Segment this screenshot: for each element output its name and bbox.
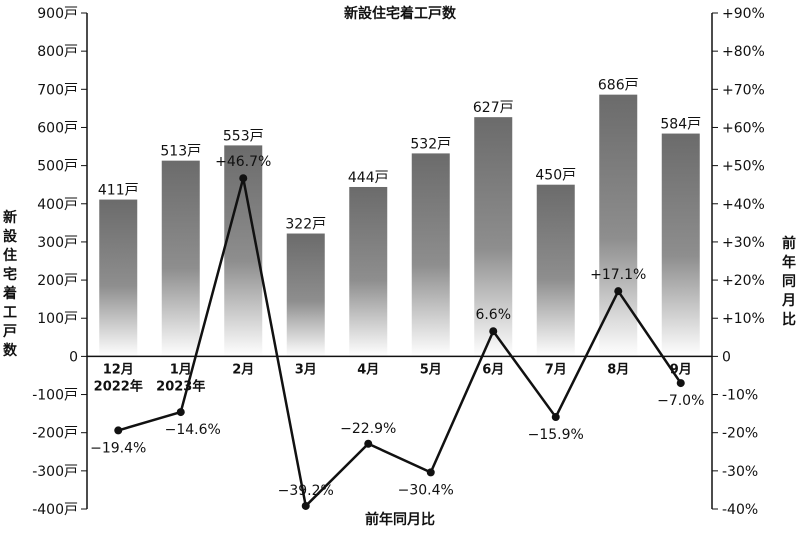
category-label: 2月 — [232, 362, 254, 377]
category-label: 5月 — [420, 362, 442, 377]
yoy-point — [676, 379, 685, 388]
yoy-point — [176, 408, 185, 417]
yoy-value-label: −19.4% — [90, 440, 146, 456]
yoy-value-label: +17.1% — [590, 267, 646, 283]
yoy-point — [239, 174, 248, 183]
yoy-value-label: −7.0% — [657, 393, 704, 409]
yoy-value-label: +46.7% — [215, 154, 271, 170]
right-tick-label: +30% — [722, 235, 765, 251]
left-tick-label: -200戸 — [32, 426, 78, 442]
yoy-value-label: −14.6% — [165, 422, 221, 438]
bar — [286, 233, 325, 357]
category-year-label: 2023年 — [156, 378, 205, 394]
bar-value-label: 553戸 — [223, 128, 264, 144]
right-tick-label: -20% — [722, 426, 758, 442]
right-tick-label: +40% — [722, 197, 765, 213]
bar-value-label: 513戸 — [160, 144, 201, 160]
chart-title: 新設住宅着工戸数 — [344, 5, 457, 22]
yoy-value-label: −15.9% — [528, 427, 584, 443]
yoy-point — [426, 468, 435, 477]
right-tick-label: -40% — [722, 502, 758, 518]
yoy-point — [301, 501, 310, 510]
category-label: 12月 — [103, 362, 134, 377]
left-tick-label: 500戸 — [37, 159, 78, 175]
line-title: 前年同月比 — [365, 511, 435, 528]
bar-value-label: 450戸 — [535, 168, 576, 184]
line-layer — [114, 174, 685, 510]
left-tick-label: 800戸 — [37, 44, 78, 60]
category-label: 8月 — [607, 362, 629, 377]
bar-value-label: 686戸 — [598, 78, 639, 94]
category-year-label: 2022年 — [94, 378, 143, 394]
bar-value-label: 584戸 — [660, 117, 701, 133]
axes-layer — [81, 12, 718, 510]
left-tick-label: 200戸 — [37, 273, 78, 289]
left-tick-label: 700戸 — [37, 82, 78, 98]
bar — [536, 184, 575, 357]
category-label: 6月 — [482, 362, 504, 377]
bar — [349, 186, 388, 357]
yoy-value-label: 6.6% — [475, 307, 511, 323]
left-tick-label: -300戸 — [32, 464, 78, 480]
yoy-point — [114, 426, 123, 435]
bar-value-label: 411戸 — [98, 183, 139, 199]
bar — [161, 160, 200, 357]
bar — [411, 153, 450, 357]
right-tick-label: -10% — [722, 388, 758, 404]
left-tick-label: -100戸 — [32, 388, 78, 404]
bar — [99, 199, 138, 357]
yoy-value-label: −30.4% — [398, 482, 454, 498]
right-tick-label: +80% — [722, 44, 765, 60]
left-tick-label: 0 — [69, 349, 78, 365]
left-tick-label: 900戸 — [37, 6, 78, 22]
left-tick-label: 400戸 — [37, 197, 78, 213]
category-label: 7月 — [545, 362, 567, 377]
text-layer: 新設住宅着工戸数 前年同月比 411戸 513戸 553戸 322戸 444戸 532戸 6… — [2, 5, 796, 528]
category-label: 1月 — [170, 362, 192, 377]
bar-value-label: 627戸 — [473, 100, 514, 116]
bars-layer — [99, 94, 700, 357]
right-tick-label: +50% — [722, 159, 765, 175]
yoy-line — [117, 176, 682, 508]
left-tick-label: 100戸 — [37, 311, 78, 327]
bar-value-label: 532戸 — [410, 136, 451, 152]
yoy-value-label: −22.9% — [340, 421, 396, 437]
left-axis-title: 新設住宅着工戸数 — [2, 209, 18, 359]
right-tick-label: 0 — [722, 349, 731, 365]
left-tick-label: 600戸 — [37, 120, 78, 136]
right-tick-label: +10% — [722, 311, 765, 327]
right-tick-label: +70% — [722, 82, 765, 98]
yoy-point — [489, 327, 498, 336]
yoy-point — [614, 287, 623, 296]
bar — [661, 133, 700, 357]
category-label: 4月 — [357, 362, 379, 377]
right-tick-label: +60% — [722, 120, 765, 136]
right-tick-label: +90% — [722, 6, 765, 22]
category-label: 3月 — [295, 362, 317, 377]
yoy-value-label: −39.2% — [278, 483, 334, 499]
bar — [474, 117, 513, 357]
bar-value-label: 444戸 — [348, 170, 389, 186]
yoy-point — [551, 413, 560, 422]
left-tick-label: 300戸 — [37, 235, 78, 251]
bar-value-label: 322戸 — [285, 217, 326, 233]
bar — [599, 94, 638, 357]
right-tick-label: -30% — [722, 464, 758, 480]
category-label: 9月 — [670, 362, 692, 377]
right-axis-title: 前年同月比 — [781, 235, 796, 328]
left-tick-label: -400戸 — [32, 502, 78, 518]
yoy-point — [364, 439, 373, 448]
right-tick-label: +20% — [722, 273, 765, 289]
